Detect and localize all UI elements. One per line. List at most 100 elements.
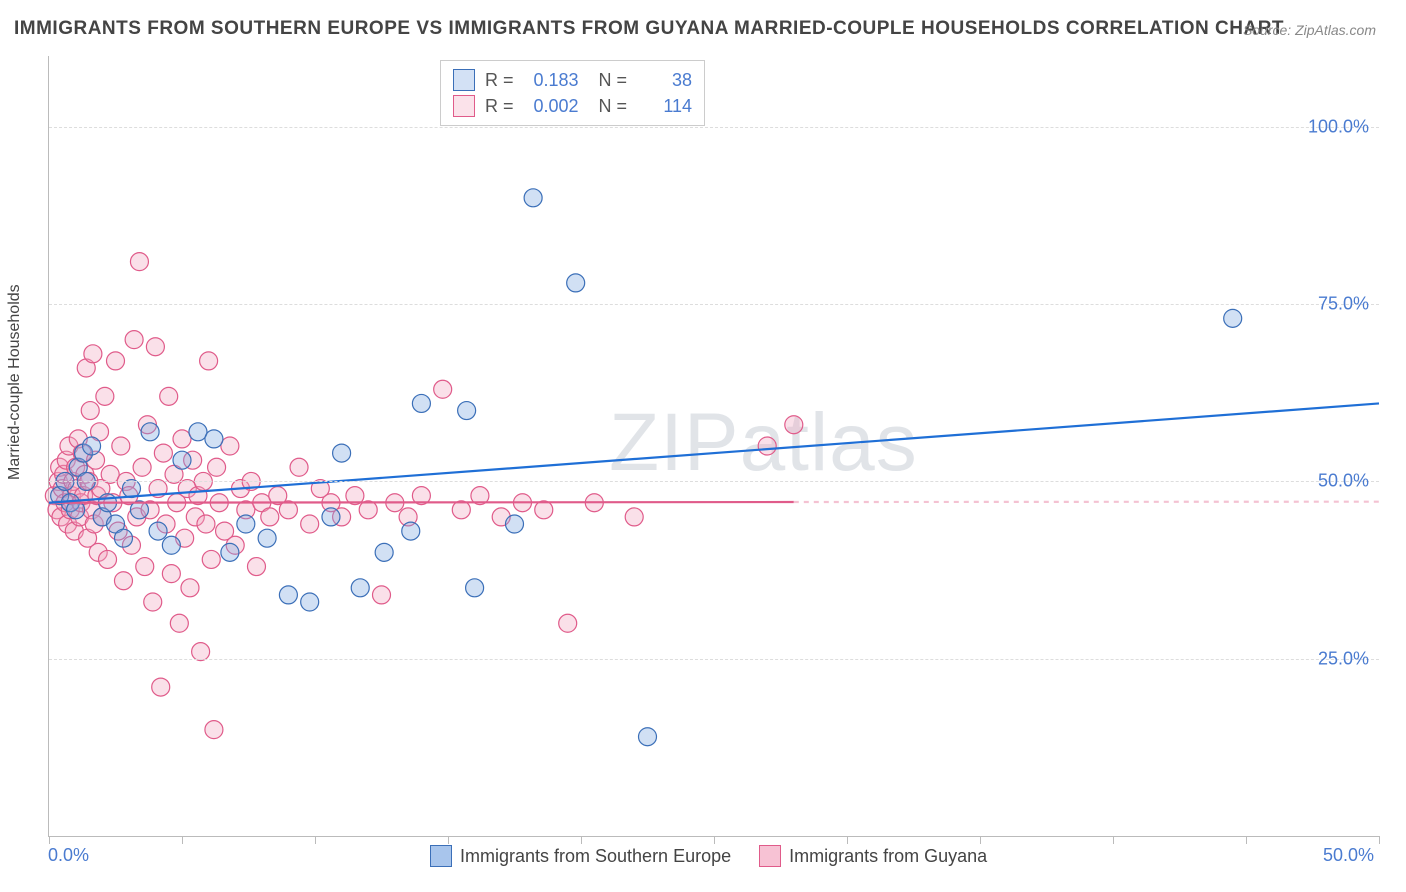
- x-tick-label: 50.0%: [1323, 845, 1374, 866]
- legend-n-label: N =: [589, 70, 628, 91]
- x-tick: [448, 836, 449, 844]
- x-tick: [182, 836, 183, 844]
- data-point: [785, 416, 803, 434]
- data-point: [146, 338, 164, 356]
- legend-r-label: R =: [485, 96, 514, 117]
- x-tick: [714, 836, 715, 844]
- data-point: [205, 721, 223, 739]
- legend-r-value: 0.002: [524, 96, 579, 117]
- data-point: [373, 586, 391, 604]
- data-point: [221, 437, 239, 455]
- legend-swatch: [759, 845, 781, 867]
- legend-stat-row: R = 0.002 N = 114: [453, 93, 692, 119]
- x-tick: [581, 836, 582, 844]
- data-point: [237, 515, 255, 533]
- data-point: [154, 444, 172, 462]
- gridline: [49, 659, 1379, 660]
- data-point: [625, 508, 643, 526]
- data-point: [258, 529, 276, 547]
- legend-stat-row: R = 0.183 N = 38: [453, 67, 692, 93]
- data-point: [458, 402, 476, 420]
- x-tick: [847, 836, 848, 844]
- legend-r-value: 0.183: [524, 70, 579, 91]
- data-point: [567, 274, 585, 292]
- data-point: [402, 522, 420, 540]
- data-point: [173, 430, 191, 448]
- data-point: [412, 394, 430, 412]
- data-point: [112, 437, 130, 455]
- data-point: [83, 437, 101, 455]
- x-tick: [1246, 836, 1247, 844]
- data-point: [279, 586, 297, 604]
- y-tick-label: 25.0%: [1318, 648, 1369, 669]
- data-point: [221, 543, 239, 561]
- data-point: [301, 593, 319, 611]
- data-point: [84, 345, 102, 363]
- legend-series: Immigrants from Southern Europe Immigrant…: [430, 845, 987, 867]
- data-point: [81, 402, 99, 420]
- legend-n-label: N =: [589, 96, 628, 117]
- gridline: [49, 481, 1379, 482]
- y-axis-label: Married-couple Households: [6, 284, 24, 480]
- data-point: [524, 189, 542, 207]
- plot-area: ZIPatlas 25.0%50.0%75.0%100.0%: [48, 56, 1379, 837]
- data-point: [466, 579, 484, 597]
- data-point: [208, 458, 226, 476]
- data-point: [125, 331, 143, 349]
- legend-swatch: [430, 845, 452, 867]
- x-tick: [49, 836, 50, 844]
- data-point: [162, 536, 180, 554]
- data-point: [152, 678, 170, 696]
- legend-n-value: 38: [637, 70, 692, 91]
- data-point: [535, 501, 553, 519]
- plot-svg: [49, 56, 1379, 836]
- x-tick: [315, 836, 316, 844]
- x-tick-label: 0.0%: [48, 845, 89, 866]
- data-point: [136, 558, 154, 576]
- data-point: [181, 579, 199, 597]
- data-point: [375, 543, 393, 561]
- data-point: [133, 458, 151, 476]
- legend-n-value: 114: [637, 96, 692, 117]
- gridline: [49, 304, 1379, 305]
- gridline: [49, 127, 1379, 128]
- data-point: [758, 437, 776, 455]
- data-point: [149, 522, 167, 540]
- data-point: [189, 423, 207, 441]
- data-point: [144, 593, 162, 611]
- legend-swatch: [453, 69, 475, 91]
- data-point: [1224, 309, 1242, 327]
- data-point: [173, 451, 191, 469]
- data-point: [99, 550, 117, 568]
- data-point: [301, 515, 319, 533]
- legend-swatch: [453, 95, 475, 117]
- data-point: [162, 565, 180, 583]
- data-point: [160, 387, 178, 405]
- x-tick: [1113, 836, 1114, 844]
- data-point: [261, 508, 279, 526]
- legend-stats: R = 0.183 N = 38R = 0.002 N = 114: [440, 60, 705, 126]
- data-point: [141, 423, 159, 441]
- data-point: [130, 253, 148, 271]
- data-point: [197, 515, 215, 533]
- data-point: [205, 430, 223, 448]
- data-point: [322, 508, 340, 526]
- legend-r-label: R =: [485, 70, 514, 91]
- chart-title: IMMIGRANTS FROM SOUTHERN EUROPE VS IMMIG…: [14, 18, 1284, 40]
- y-tick-label: 100.0%: [1308, 116, 1369, 137]
- data-point: [639, 728, 657, 746]
- data-point: [351, 579, 369, 597]
- legend-item: Immigrants from Southern Europe: [430, 845, 731, 867]
- chart-container: IMMIGRANTS FROM SOUTHERN EUROPE VS IMMIG…: [0, 0, 1406, 892]
- legend-label: Immigrants from Guyana: [789, 846, 987, 867]
- data-point: [200, 352, 218, 370]
- legend-item: Immigrants from Guyana: [759, 845, 987, 867]
- data-point: [170, 614, 188, 632]
- data-point: [506, 515, 524, 533]
- source-attribution: Source: ZipAtlas.com: [1243, 22, 1376, 38]
- data-point: [96, 387, 114, 405]
- trend-line: [49, 502, 794, 503]
- y-tick-label: 75.0%: [1318, 294, 1369, 315]
- data-point: [114, 529, 132, 547]
- data-point: [559, 614, 577, 632]
